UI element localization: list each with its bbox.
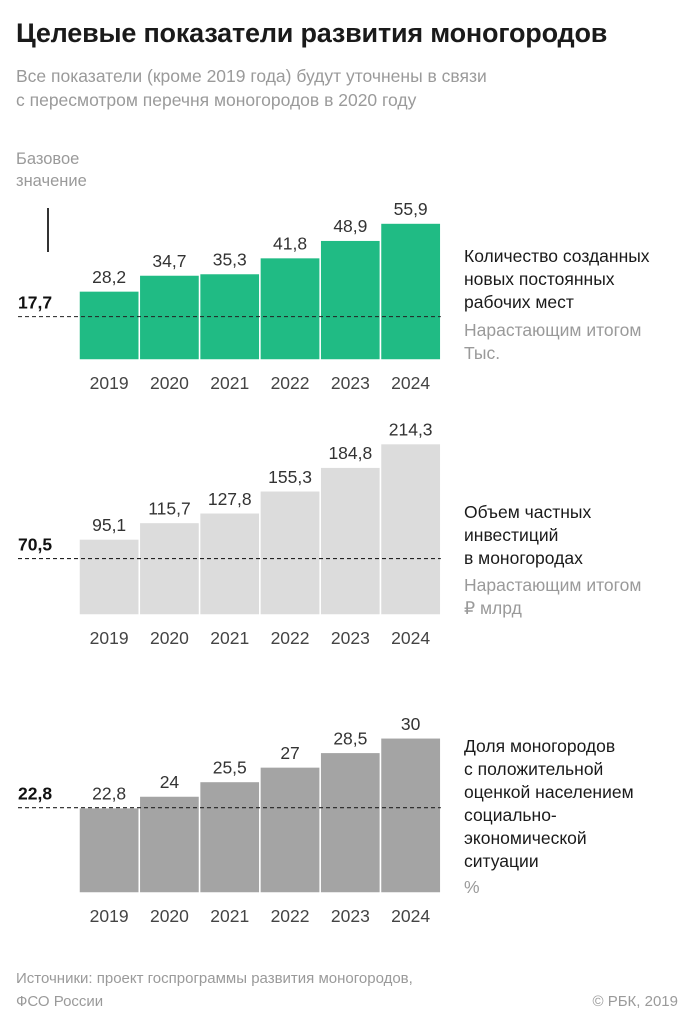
share-baseline-label: 22,8	[18, 784, 52, 804]
share-year-label-2020: 2020	[150, 906, 189, 926]
investments-bar-2019	[78, 538, 141, 616]
chart-share: 22,8 2019 24 2020 25,5 2021 27 2022 28,5 2023 30 20…	[18, 714, 442, 926]
investments-bar-2024	[379, 442, 442, 616]
share-description-4: социально-	[464, 805, 557, 825]
share-description-2: с положительной	[464, 759, 604, 779]
baseline-caption-pointer	[47, 208, 49, 252]
investments-year-label-2021: 2021	[210, 628, 249, 648]
jobs-value-label-2022: 41,8	[273, 234, 307, 254]
investments-bar-2023	[319, 466, 382, 616]
jobs-value-label-2023: 48,9	[333, 216, 367, 236]
share-bar-2020	[138, 795, 201, 894]
investments-value-label-2024: 214,3	[389, 420, 433, 440]
investments-year-label-2020: 2020	[150, 628, 189, 648]
source-line-1: Источники: проект госпрограммы развития …	[16, 970, 413, 987]
jobs-value-label-2019: 28,2	[92, 267, 126, 287]
jobs-value-label-2024: 55,9	[394, 199, 428, 219]
investments-description-3: в моногородах	[464, 548, 583, 568]
jobs-year-label-2019: 2019	[90, 373, 129, 393]
investments-value-label-2019: 95,1	[92, 515, 126, 535]
investments-year-label-2023: 2023	[331, 628, 370, 648]
share-value-label-2021: 25,5	[213, 757, 247, 777]
jobs-year-label-2020: 2020	[150, 373, 189, 393]
baseline-caption-line-2: значение	[16, 172, 87, 190]
share-description-6: ситуации	[464, 851, 539, 871]
jobs-bar-2022	[259, 256, 321, 361]
jobs-year-label-2021: 2021	[210, 373, 249, 393]
share-value-label-2019: 22,8	[92, 784, 126, 804]
jobs-bar-2020	[138, 274, 201, 361]
investments-unit-1: Нарастающим итогом	[464, 575, 642, 595]
jobs-year-label-2022: 2022	[271, 373, 310, 393]
jobs-description-2: новых постоянных	[464, 269, 615, 289]
jobs-unit-2: Тыс.	[464, 343, 501, 363]
investments-year-label-2022: 2022	[271, 628, 310, 648]
share-value-label-2024: 30	[401, 714, 421, 734]
share-bar-2022	[259, 766, 321, 894]
jobs-bar-2023	[319, 239, 382, 361]
investments-unit-2: ₽ млрд	[464, 598, 522, 618]
share-value-label-2023: 28,5	[333, 728, 367, 748]
share-year-label-2024: 2024	[391, 906, 430, 926]
jobs-bar-2019	[78, 290, 141, 361]
jobs-bar-2024	[379, 222, 442, 361]
investments-bar-2020	[138, 521, 201, 616]
investments-year-label-2024: 2024	[391, 628, 430, 648]
share-description-1: Доля моногородов	[464, 736, 616, 756]
investments-value-label-2022: 155,3	[268, 467, 312, 487]
investments-year-label-2019: 2019	[90, 628, 129, 648]
share-year-label-2021: 2021	[210, 906, 249, 926]
chart-investments: 95,1 2019 115,7 2020 127,8 2021 155,3 2022 184,8…	[18, 420, 442, 648]
share-description-5: экономической	[464, 828, 587, 848]
jobs-unit-1: Нарастающим итогом	[464, 320, 642, 340]
jobs-baseline-label: 17,7	[18, 293, 52, 313]
investments-baseline-label: 70,5	[18, 535, 52, 555]
jobs-value-label-2020: 34,7	[152, 251, 186, 271]
jobs-description-3: рабочих мест	[464, 292, 574, 312]
chart-title: Целевые показатели развития моногородов	[16, 18, 608, 48]
copyright: © РБК, 2019	[592, 993, 678, 1010]
source-line-2: ФСО России	[16, 993, 104, 1010]
investments-value-label-2020: 115,7	[148, 498, 191, 518]
share-year-label-2022: 2022	[271, 906, 310, 926]
jobs-year-label-2024: 2024	[391, 373, 430, 393]
share-value-label-2020: 24	[160, 772, 180, 792]
jobs-value-label-2021: 35,3	[213, 250, 247, 270]
investments-value-label-2023: 184,8	[328, 443, 372, 463]
share-bar-2023	[319, 751, 382, 894]
share-unit: %	[464, 877, 480, 897]
share-bar-2021	[198, 780, 261, 894]
jobs-description-1: Количество созданных	[464, 246, 650, 266]
baseline-caption-line-1: Базовое	[16, 150, 80, 168]
investments-bar-2021	[198, 512, 261, 616]
investments-description-2: инвестиций	[464, 525, 559, 545]
investments-description-1: Объем частных	[464, 502, 592, 522]
investments-bar-2022	[259, 490, 321, 616]
subtitle-line-1: Все показатели (кроме 2019 года) будут у…	[16, 66, 487, 86]
subtitle-line-2: с пересмотром перечня моногородов в 2020…	[16, 90, 417, 110]
share-year-label-2023: 2023	[331, 906, 370, 926]
share-bar-2024	[379, 737, 442, 894]
chart-jobs: 28,2 2019 34,7 2020 35,3 2021 41,8 2022 48,9 2023…	[18, 199, 442, 393]
investments-value-label-2021: 127,8	[208, 489, 252, 509]
share-value-label-2022: 27	[280, 743, 299, 763]
share-bar-2019	[78, 806, 141, 894]
share-description-3: оценкой населением	[464, 782, 634, 802]
jobs-year-label-2023: 2023	[331, 373, 370, 393]
share-year-label-2019: 2019	[90, 906, 129, 926]
